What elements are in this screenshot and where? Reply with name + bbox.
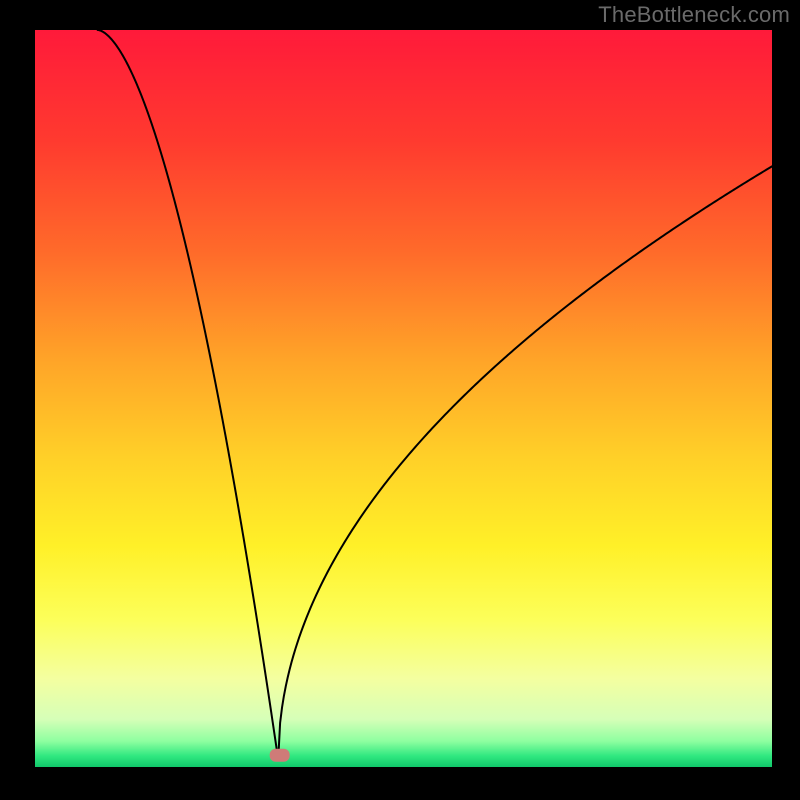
chart-stage: TheBottleneck.com [0, 0, 800, 800]
chart-svg [0, 0, 800, 800]
gradient-plot-area [35, 30, 772, 767]
optimal-marker [270, 749, 290, 762]
